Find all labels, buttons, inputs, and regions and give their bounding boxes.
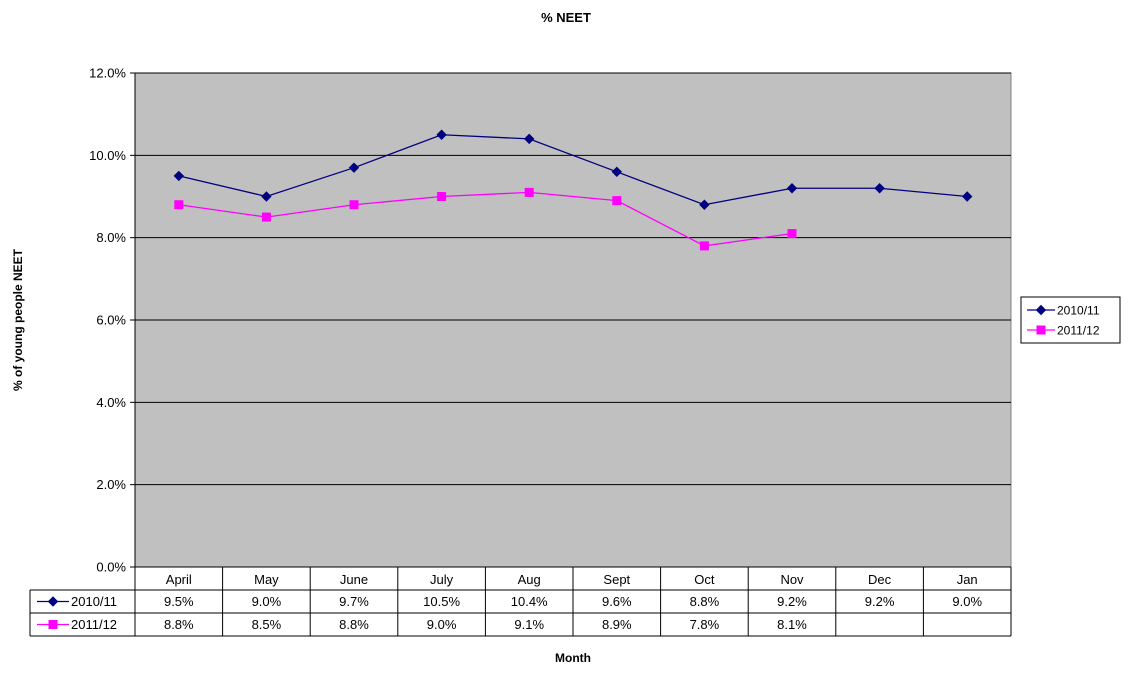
data-point bbox=[699, 241, 709, 251]
data-label: 9.7% bbox=[339, 594, 369, 609]
data-label: 9.2% bbox=[865, 594, 895, 609]
data-label: 9.5% bbox=[164, 594, 194, 609]
legend-key-marker bbox=[1035, 304, 1047, 316]
data-point bbox=[437, 192, 447, 201]
data-label: 8.8% bbox=[164, 617, 194, 632]
data-point bbox=[436, 129, 447, 140]
data-point bbox=[699, 199, 710, 210]
data-label: 10.4% bbox=[511, 594, 548, 609]
x-tick-label: Dec bbox=[868, 572, 892, 587]
data-point bbox=[524, 187, 534, 197]
data-label: 9.0% bbox=[952, 594, 982, 609]
data-point bbox=[786, 183, 798, 194]
data-label: 9.0% bbox=[427, 617, 457, 632]
x-tick-label: June bbox=[340, 572, 368, 587]
x-tick-label: April bbox=[166, 572, 192, 587]
x-tick-label: Oct bbox=[694, 572, 715, 587]
data-label: 8.9% bbox=[602, 617, 632, 632]
data-label: 7.8% bbox=[690, 617, 720, 632]
data-label: 8.8% bbox=[339, 617, 369, 632]
table-series-label: 2011/12 bbox=[71, 617, 117, 632]
data-label: 9.0% bbox=[252, 594, 282, 609]
data-point bbox=[523, 133, 535, 145]
data-point bbox=[349, 200, 359, 210]
data-label: 8.1% bbox=[777, 617, 807, 632]
table-legend-key-marker bbox=[47, 596, 59, 607]
series-line-2010-11 bbox=[178, 134, 968, 206]
legend-box bbox=[1020, 296, 1121, 344]
x-tick-label: Nov bbox=[780, 572, 804, 587]
data-point bbox=[787, 229, 797, 239]
y-axis-title: % of young people NEET bbox=[11, 248, 25, 391]
data-label: 9.2% bbox=[777, 594, 807, 609]
y-tick-label: 4.0% bbox=[96, 395, 126, 410]
legend-entry: 2011/12 bbox=[1057, 324, 1100, 338]
y-tick-label: 10.0% bbox=[89, 148, 126, 163]
legend-entry: 2010/11 bbox=[1057, 304, 1100, 318]
data-point bbox=[348, 162, 360, 173]
data-label: 8.5% bbox=[252, 617, 282, 632]
data-label: 10.5% bbox=[423, 594, 460, 609]
y-tick-label: 8.0% bbox=[96, 230, 126, 245]
data-point bbox=[173, 170, 185, 182]
table-legend-key-marker bbox=[48, 620, 58, 629]
x-axis-title: Month bbox=[555, 651, 591, 665]
table-series-label: 2010/11 bbox=[71, 594, 117, 609]
data-point bbox=[261, 191, 272, 202]
legend-key-marker bbox=[1036, 325, 1046, 335]
x-tick-label: Sept bbox=[603, 572, 630, 587]
data-point bbox=[874, 183, 885, 194]
data-label: 8.8% bbox=[690, 594, 720, 609]
data-point bbox=[612, 196, 622, 206]
data-point bbox=[174, 200, 184, 210]
series-line-2011-12 bbox=[178, 191, 793, 247]
data-label: 9.1% bbox=[514, 617, 544, 632]
y-tick-label: 2.0% bbox=[96, 477, 126, 492]
x-tick-label: May bbox=[254, 572, 279, 587]
data-point bbox=[611, 166, 623, 178]
chart-title: % NEET bbox=[541, 10, 591, 25]
x-tick-label: Jan bbox=[957, 572, 978, 587]
x-tick-label: July bbox=[430, 572, 454, 587]
y-tick-label: 6.0% bbox=[96, 313, 126, 328]
x-tick-label: Aug bbox=[518, 572, 541, 587]
y-tick-label: 0.0% bbox=[96, 560, 126, 575]
data-point bbox=[961, 191, 973, 202]
data-label: 9.6% bbox=[602, 594, 632, 609]
y-tick-label: 12.0% bbox=[89, 66, 126, 81]
data-point bbox=[261, 212, 271, 222]
